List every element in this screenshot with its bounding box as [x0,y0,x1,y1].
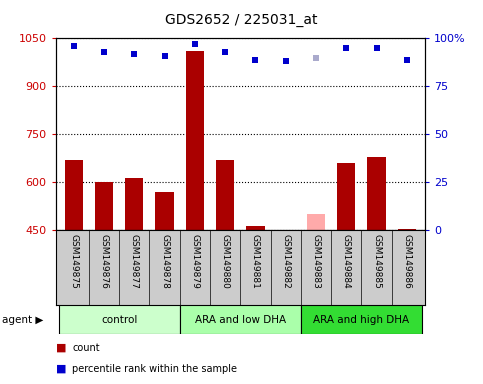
Text: GSM149882: GSM149882 [281,234,290,289]
Bar [337,163,355,230]
Text: GSM149876: GSM149876 [99,234,109,289]
Bar [216,160,234,230]
Bar [368,157,385,230]
Bar [156,192,174,230]
Text: count: count [72,343,100,353]
Text: ■: ■ [56,343,66,353]
Bar [95,182,113,230]
Bar [277,230,295,232]
Bar [180,305,301,334]
Text: GSM149877: GSM149877 [130,234,139,289]
Text: ■: ■ [56,364,66,374]
Text: GSM149881: GSM149881 [251,234,260,289]
Text: GSM149879: GSM149879 [190,234,199,289]
Text: ARA and low DHA: ARA and low DHA [195,314,286,325]
Text: GSM149878: GSM149878 [160,234,169,289]
Text: GSM149875: GSM149875 [69,234,78,289]
Bar [307,214,325,230]
Bar [246,225,265,230]
Bar [301,305,422,334]
Text: GSM149883: GSM149883 [312,234,321,289]
Text: GSM149880: GSM149880 [221,234,229,289]
Bar [186,51,204,230]
Text: percentile rank within the sample: percentile rank within the sample [72,364,238,374]
Text: GSM149885: GSM149885 [372,234,381,289]
Text: agent ▶: agent ▶ [2,314,44,325]
Bar [65,160,83,230]
Bar [125,177,143,230]
Text: ARA and high DHA: ARA and high DHA [313,314,410,325]
Text: GSM149886: GSM149886 [402,234,412,289]
Text: GSM149884: GSM149884 [342,234,351,289]
Bar [398,229,416,230]
Text: control: control [101,314,137,325]
Bar [58,305,180,334]
Text: GDS2652 / 225031_at: GDS2652 / 225031_at [165,13,318,27]
